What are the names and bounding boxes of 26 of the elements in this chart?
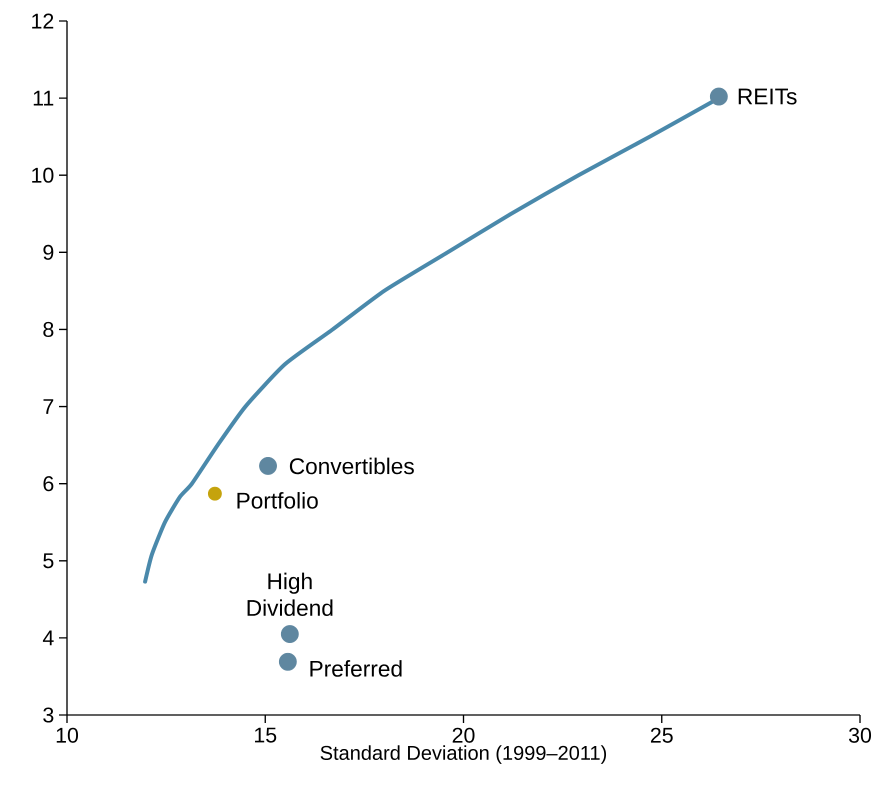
y-tick-label: 9 (43, 244, 54, 260)
x-tick-label: 10 (56, 728, 78, 743)
point (259, 456, 277, 475)
point (710, 88, 728, 106)
y-tick-label: 8 (43, 322, 54, 337)
x-tick-label: 15 (255, 728, 276, 743)
y-tick-label: 10 (32, 168, 54, 183)
y-tick-label: 3 (43, 707, 54, 723)
point (280, 625, 299, 643)
x-tick-label: 25 (650, 728, 673, 743)
y-tick-label: 7 (44, 399, 54, 414)
point (208, 486, 222, 501)
series-label: High Dividend (248, 572, 332, 616)
x-tick-label: 20 (452, 728, 475, 743)
y-tick-label: 4 (42, 630, 54, 646)
x-tick-label: 30 (848, 728, 872, 743)
y-tick-label: 12 (32, 14, 54, 28)
series-label: Convertibles (290, 458, 414, 474)
y-tick-label: 5 (43, 553, 54, 568)
series-label: Portfolio (237, 492, 318, 509)
y-tick-label: 6 (44, 476, 54, 492)
series-label: Preferred (310, 660, 402, 677)
y-tick-label: 11 (34, 90, 54, 106)
x-axis-title: Standard Deviation (1999–2011) (320, 745, 606, 764)
series-label: REITs (738, 88, 797, 104)
point (278, 652, 297, 671)
